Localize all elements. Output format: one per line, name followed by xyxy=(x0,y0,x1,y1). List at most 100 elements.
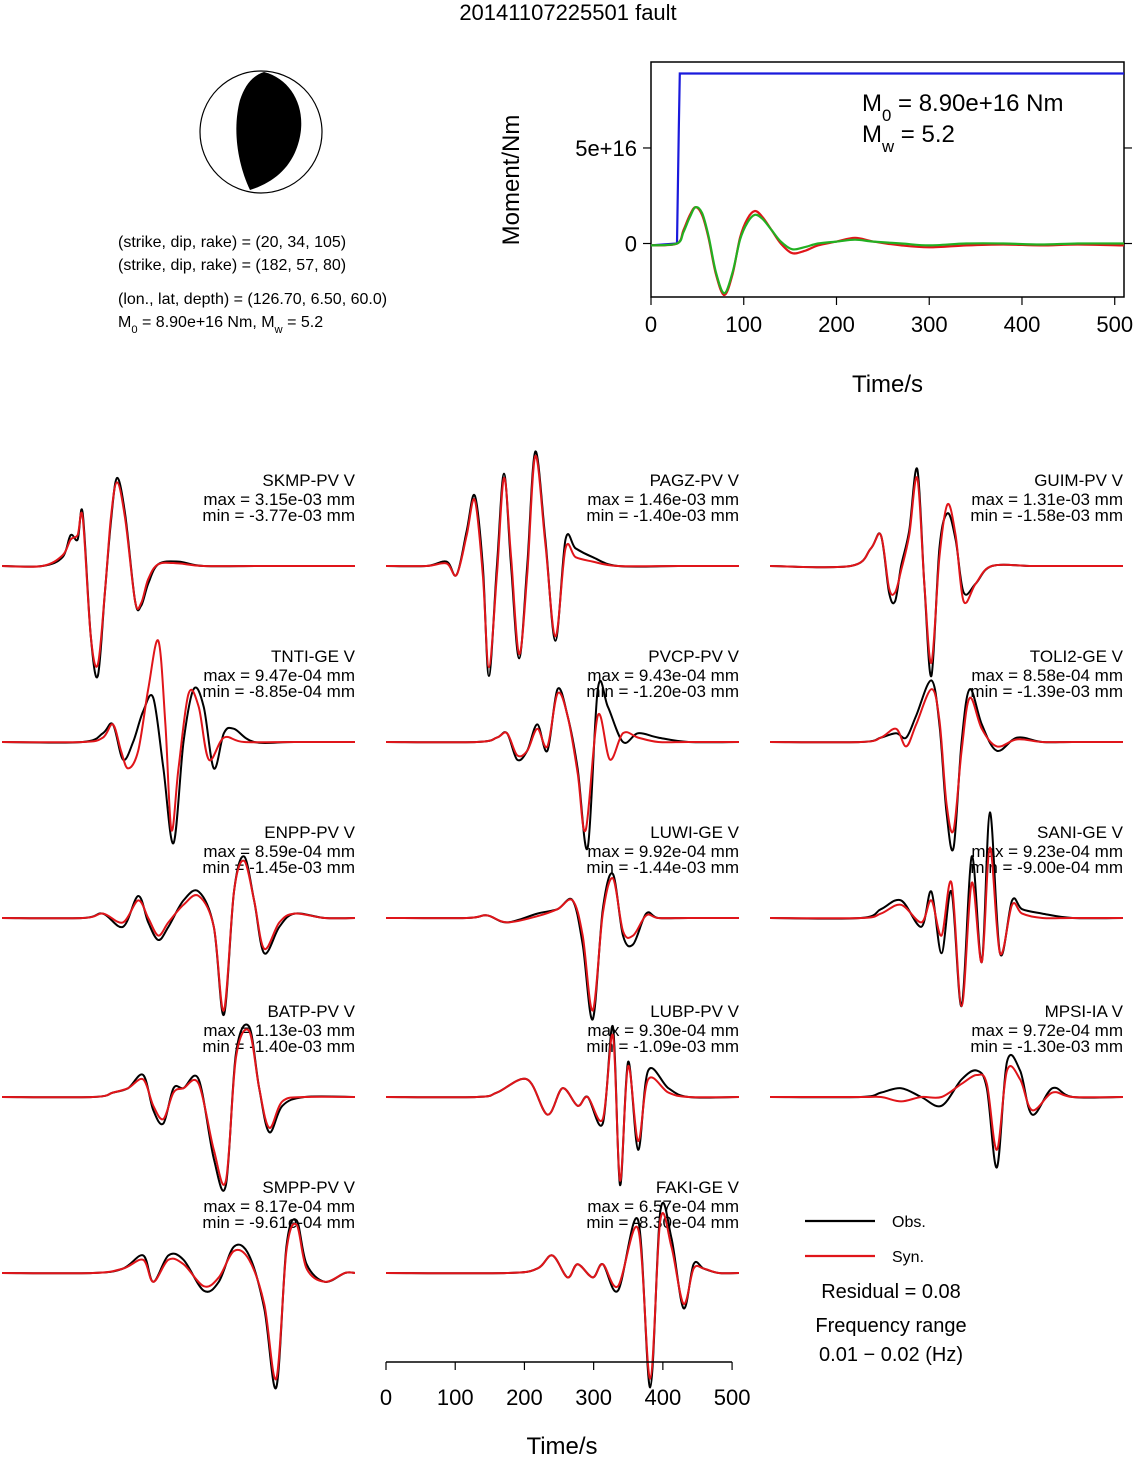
legend-obs-label: Obs. xyxy=(892,1214,926,1231)
time-axis-label: Time/s xyxy=(526,1433,597,1457)
station-name: LUBP-PV V xyxy=(650,1002,739,1021)
station-name: PAGZ-PV V xyxy=(650,471,740,490)
station-max: max = 9.47e-04 mm xyxy=(203,666,355,685)
moment-x-tick-label: 400 xyxy=(1004,312,1041,337)
observed-trace xyxy=(769,679,1123,852)
time-axis-tick-label: 100 xyxy=(437,1385,474,1410)
station-min: min = -1.30e-03 mm xyxy=(970,1037,1123,1056)
station-max: max = 9.72e-04 mm xyxy=(971,1021,1123,1040)
observed-trace xyxy=(769,811,1124,1008)
station-min: min = -9.00e-04 mm xyxy=(970,858,1123,877)
station-min: min = -3.77e-03 mm xyxy=(202,506,355,525)
frequency-range-title: Frequency range xyxy=(815,1315,966,1337)
station-max: max = 8.17e-04 mm xyxy=(203,1197,355,1216)
moment-annotation-m0: M0 = 8.90e+16 Nm xyxy=(862,90,1063,125)
station-min: min = -1.40e-03 mm xyxy=(586,506,739,525)
station-max: max = 9.30e-04 mm xyxy=(587,1021,739,1040)
synthetic-trace xyxy=(1,1222,356,1381)
synthetic-trace xyxy=(1,481,355,668)
station-max: max = 1.46e-03 mm xyxy=(587,490,739,509)
time-axis-tick-label: 0 xyxy=(380,1385,392,1410)
station-min: min = -1.40e-03 mm xyxy=(202,1037,355,1056)
station-name: LUWI-GE V xyxy=(650,823,739,842)
moment-rate-red-line xyxy=(650,206,1125,297)
moment-y-tick-label: 5e+16 xyxy=(575,136,637,161)
station-name: ENPP-PV V xyxy=(264,823,355,842)
station-max: max = 9.92e-04 mm xyxy=(587,842,739,861)
plane-1: (strike, dip, rake) = (20, 34, 105) xyxy=(118,234,346,251)
time-axis-tick-label: 500 xyxy=(714,1385,751,1410)
beachball-compression-lobe xyxy=(236,72,302,190)
station-min: min = -1.20e-03 mm xyxy=(586,682,739,701)
station-min: min = -1.44e-03 mm xyxy=(586,858,739,877)
moment-x-axis-label: Time/s xyxy=(852,371,923,398)
station-name: SANI-GE V xyxy=(1037,823,1124,842)
moment-x-tick-label: 500 xyxy=(1096,312,1133,337)
station-name: FAKI-GE V xyxy=(656,1178,740,1197)
moment-x-tick-label: 300 xyxy=(911,312,948,337)
station-name: GUIM-PV V xyxy=(1034,471,1123,490)
moment-rate-green-line xyxy=(650,205,1125,295)
station-min: min = -1.09e-03 mm xyxy=(586,1037,739,1056)
station-min: min = -8.30e-04 mm xyxy=(586,1213,739,1232)
station-name: TNTI-GE V xyxy=(271,647,356,666)
synthetic-trace xyxy=(385,454,739,669)
moment-x-tick-label: 0 xyxy=(645,312,657,337)
plane-2: (strike, dip, rake) = (182, 57, 80) xyxy=(118,257,346,274)
synthetic-trace xyxy=(769,846,1123,1008)
observed-trace xyxy=(385,872,739,1021)
legend: Obs. Syn. Residual = 0.08 Frequency rang… xyxy=(805,1214,967,1366)
figure-title: 20141107225501 fault xyxy=(459,0,676,25)
synthetic-trace xyxy=(1,859,356,1012)
station-min: min = -1.39e-03 mm xyxy=(970,682,1123,701)
frequency-range-value: 0.01 − 0.02 (Hz) xyxy=(819,1344,963,1366)
station-max: max = 8.59e-04 mm xyxy=(203,842,355,861)
synthetic-trace xyxy=(1,639,355,832)
legend-syn-label: Syn. xyxy=(892,1249,924,1266)
station-min: min = -8.85e-04 mm xyxy=(202,682,355,701)
moment-annotation-mw: Mw = 5.2 xyxy=(862,121,955,156)
beachball xyxy=(199,70,323,194)
moment-summary: M0 = 8.90e+16 Nm, Mw = 5.2 xyxy=(118,314,323,336)
time-axis-tick-label: 400 xyxy=(645,1385,682,1410)
moment-plot-frame xyxy=(650,61,1125,298)
station-name: SKMP-PV V xyxy=(262,471,355,490)
station-min: min = -9.61e-04 mm xyxy=(202,1213,355,1232)
synthetic-trace xyxy=(385,1033,740,1182)
station-max: max = 6.57e-04 mm xyxy=(587,1197,739,1216)
time-axis-tick-label: 300 xyxy=(575,1385,612,1410)
station-max: max = 8.58e-04 mm xyxy=(971,666,1123,685)
location-line: (lon., lat, depth) = (126.70, 6.50, 60.0… xyxy=(118,291,387,308)
station-name: PVCP-PV V xyxy=(648,647,739,666)
station-min: min = -1.58e-03 mm xyxy=(970,506,1123,525)
mechanism-info: (strike, dip, rake) = (20, 34, 105) (str… xyxy=(118,234,387,336)
moment-x-tick-label: 200 xyxy=(818,312,855,337)
synthetic-trace xyxy=(385,691,739,833)
synthetic-trace xyxy=(385,877,739,1012)
station-name: BATP-PV V xyxy=(267,1002,355,1021)
waveform-time-axis: 0 100 200 300 400 500 Time/s xyxy=(380,1361,751,1457)
station-name: SMPP-PV V xyxy=(262,1178,355,1197)
station-name: TOLI2-GE V xyxy=(1030,647,1124,666)
synthetic-trace xyxy=(1,1028,356,1186)
station-max: max = 9.43e-04 mm xyxy=(587,666,739,685)
observed-trace xyxy=(1,855,356,1016)
station-max: max = 1.31e-03 mm xyxy=(971,490,1123,509)
station-max: max = 3.15e-03 mm xyxy=(203,490,355,509)
synthetic-trace xyxy=(769,476,1123,664)
